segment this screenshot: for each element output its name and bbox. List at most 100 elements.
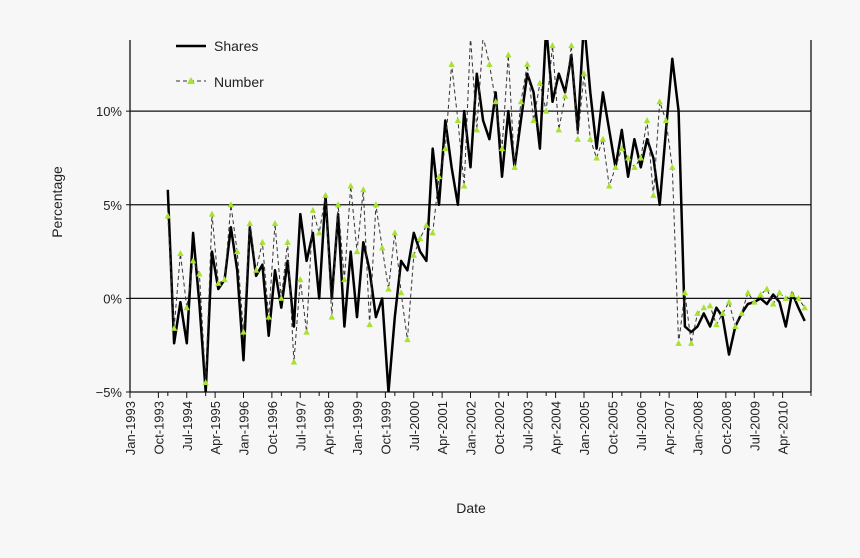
data-point-number	[416, 234, 424, 241]
data-point-number	[738, 309, 745, 316]
data-point-number	[435, 173, 443, 180]
data-point-number	[334, 201, 342, 208]
x-tick-label-20: Jan-2008	[691, 401, 706, 455]
data-point-number	[650, 191, 657, 198]
data-point-number	[517, 98, 525, 105]
data-point-number	[372, 201, 380, 208]
data-point-number	[366, 321, 373, 328]
data-point-number	[303, 328, 310, 335]
x-tick-label-7: Apr-1998	[322, 401, 337, 454]
data-point-number	[694, 309, 701, 316]
data-point-number	[196, 270, 203, 277]
data-point-number	[259, 238, 266, 245]
data-point-number	[681, 289, 689, 296]
data-point-number	[536, 79, 544, 86]
x-tick-label-3: Apr-1995	[208, 401, 223, 454]
data-point-number	[549, 42, 556, 49]
data-point-number	[233, 248, 241, 255]
data-point-number	[347, 182, 354, 189]
data-point-number	[643, 117, 651, 124]
data-point-number	[353, 248, 361, 255]
x-tick-label-18: Jul-2006	[634, 401, 649, 451]
data-point-number	[391, 229, 399, 236]
data-point-number	[252, 266, 260, 273]
legend-label-shares: Shares	[214, 38, 258, 54]
data-point-number	[397, 289, 405, 296]
x-tick-label-22: Jul-2009	[747, 401, 762, 451]
data-point-number	[732, 322, 739, 329]
data-point-number	[675, 339, 682, 346]
data-point-number	[744, 289, 752, 296]
data-point-number	[385, 285, 392, 292]
series-markers	[164, 42, 808, 386]
x-tick-label-23: Apr-2010	[776, 401, 791, 454]
data-point-number	[189, 257, 197, 264]
data-point-number	[498, 145, 506, 152]
data-point-number	[599, 135, 607, 142]
x-tick-label-11: Apr-2001	[435, 401, 450, 454]
x-tick-label-0: Jan-1993	[123, 401, 138, 455]
data-point-number	[486, 60, 493, 67]
data-point-number	[492, 98, 499, 105]
data-point-number	[341, 276, 348, 283]
x-tick-label-10: Jul-2000	[407, 401, 422, 451]
x-tick-label-8: Jan-1999	[350, 401, 365, 455]
data-point-number	[795, 294, 802, 301]
data-point-number	[656, 98, 663, 105]
data-point-number	[587, 135, 594, 142]
data-point-number	[290, 358, 298, 365]
x-tick-label-13: Oct-2002	[492, 401, 507, 454]
x-tick-label-16: Jan-2005	[577, 401, 592, 455]
y-tick-label-0: −5%	[96, 385, 123, 400]
data-point-number	[524, 60, 531, 67]
data-point-number	[530, 117, 537, 124]
data-point-number	[801, 304, 808, 311]
data-point-number	[580, 70, 588, 77]
data-point-number	[221, 276, 228, 283]
data-point-number	[164, 212, 172, 219]
data-point-number	[719, 309, 726, 316]
data-point-number	[208, 210, 216, 217]
x-tick-label-15: Apr-2004	[549, 401, 564, 454]
data-point-number	[284, 238, 291, 245]
data-point-number	[631, 163, 638, 170]
data-point-number	[618, 145, 626, 152]
y-tick-label-2: 5%	[103, 198, 122, 213]
data-point-number	[568, 42, 575, 49]
series-line-shares	[166, 40, 806, 392]
data-point-number	[662, 117, 670, 124]
data-point-number	[751, 298, 758, 305]
data-point-number	[788, 291, 796, 298]
data-point-number	[265, 313, 272, 320]
data-point-number	[429, 229, 436, 236]
x-tick-label-9: Oct-1999	[378, 401, 393, 454]
data-point-number	[706, 302, 714, 309]
data-point-number	[454, 117, 462, 124]
data-point-number	[757, 291, 764, 298]
data-point-number	[624, 154, 632, 161]
data-point-number	[637, 154, 644, 161]
data-point-number	[404, 336, 411, 343]
legend-marker-number	[187, 77, 195, 84]
data-point-number	[448, 60, 455, 67]
data-point-number	[511, 163, 518, 170]
data-point-number	[593, 154, 600, 161]
data-point-number	[297, 276, 304, 283]
x-tick-label-4: Jan-1996	[237, 401, 252, 455]
data-point-number	[574, 135, 581, 142]
x-tick-label-14: Jul-2003	[520, 401, 535, 451]
legend-label-number: Number	[214, 74, 264, 90]
data-point-number	[322, 191, 329, 198]
data-point-number	[328, 313, 335, 320]
x-tick-label-21: Oct-2008	[719, 401, 734, 454]
data-point-number	[687, 339, 695, 346]
y-tick-label-3: 10%	[96, 104, 122, 119]
data-point-number	[776, 289, 783, 296]
data-point-number	[542, 107, 550, 114]
x-tick-label-2: Jul-1994	[180, 401, 195, 451]
data-point-number	[725, 298, 733, 305]
data-point-number	[782, 294, 789, 301]
data-point-number	[555, 126, 562, 133]
data-point-number	[177, 249, 184, 256]
